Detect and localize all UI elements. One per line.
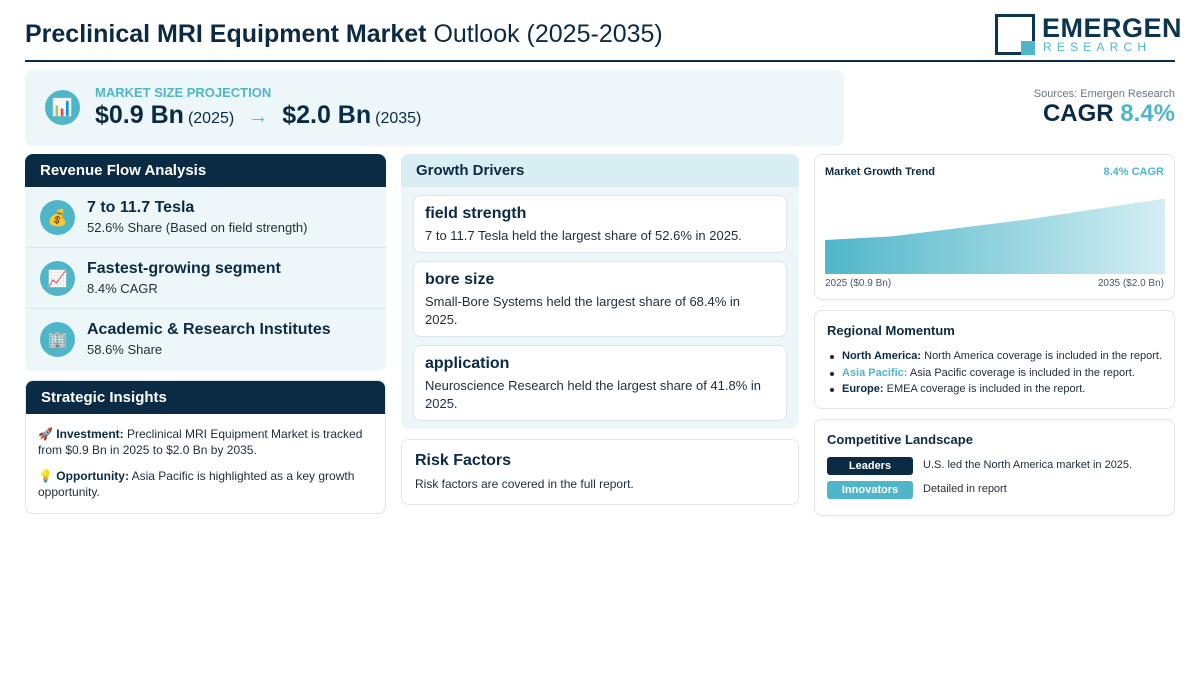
- regional-momentum-heading: Regional Momentum: [827, 323, 955, 338]
- revenue-item-sub: 52.6% Share (Based on field strength): [87, 220, 308, 235]
- investment-label: Investment:: [56, 427, 124, 441]
- driver-text: 7 to 11.7 Tesla held the largest share o…: [425, 228, 742, 243]
- revenue-item-sub: 8.4% CAGR: [87, 281, 158, 296]
- revenue-item: 🏢 Academic & Research Institutes 58.6% S…: [25, 309, 386, 370]
- market-size-projection: 📊 MARKET SIZE PROJECTION $0.9 Bn (2025) → $…: [25, 70, 844, 146]
- strategic-insights-card: Strategic Insights 🚀 Investment: Preclin…: [25, 380, 386, 514]
- revenue-item-title: Fastest-growing segment: [87, 260, 281, 277]
- projection-label: MARKET SIZE PROJECTION: [95, 85, 272, 100]
- page-header: Preclinical MRI Equipment Market Outlook…: [25, 12, 1182, 62]
- rocket-icon: 🚀: [38, 427, 53, 441]
- driver-title: bore size: [425, 271, 495, 288]
- logo-main-text: EMERGEN: [1042, 13, 1183, 43]
- sources-text: Sources: Emergen Research: [1033, 88, 1175, 100]
- opportunity-label: Opportunity:: [56, 469, 129, 483]
- revenue-item-title: Academic & Research Institutes: [87, 321, 331, 338]
- trend-title: Market Growth Trend: [825, 166, 936, 178]
- risk-factors-heading: Risk Factors: [415, 452, 512, 469]
- innovators-badge: Innovators: [827, 481, 913, 499]
- region-label: Asia Pacific:: [842, 366, 908, 379]
- strategic-insights-body: 🚀 Investment: Preclinical MRI Equipment …: [26, 414, 385, 500]
- region-text: EMEA coverage is included in the report.: [883, 383, 1086, 395]
- trend-cagr: 8.4% CAGR: [1103, 166, 1164, 178]
- projection-end-year: (2035): [375, 110, 422, 127]
- brand-logo: EMERGEN RESEARCH: [995, 14, 1182, 56]
- investment-insight: 🚀 Investment: Preclinical MRI Equipment …: [38, 426, 373, 458]
- driver-card: bore size Small-Bore Systems held the la…: [413, 261, 787, 337]
- regional-momentum-card: Regional Momentum North America: North A…: [814, 310, 1175, 409]
- leaders-badge: Leaders: [827, 457, 913, 475]
- bar-chart-icon: 📊: [45, 90, 80, 125]
- trend-chart-icon: 📈: [40, 261, 75, 296]
- revenue-flow-heading: Revenue Flow Analysis: [25, 154, 386, 187]
- growth-drivers-card: Growth Drivers field strength 7 to 11.7 …: [401, 154, 799, 429]
- lightbulb-icon: 💡: [38, 469, 53, 483]
- competitive-landscape-card: Competitive Landscape Leaders U.S. led t…: [814, 419, 1175, 516]
- risk-factors-card: Risk Factors Risk factors are covered in…: [401, 439, 799, 505]
- page-title-rest: Outlook (2025-2035): [426, 20, 663, 48]
- revenue-item: 📈 Fastest-growing segment 8.4% CAGR: [25, 248, 386, 309]
- projection-values: $0.9 Bn (2025) → $2.0 Bn (2035): [95, 101, 421, 130]
- strategic-insights-heading: Strategic Insights: [26, 381, 385, 414]
- arrow-right-icon: →: [248, 106, 269, 128]
- risk-factors-text: Risk factors are covered in the full rep…: [415, 477, 634, 491]
- regional-list: North America: North America coverage is…: [827, 348, 1162, 398]
- money-bag-icon: 💰: [40, 200, 75, 235]
- investment-text: Preclinical MRI Equipment Market is trac…: [38, 427, 363, 457]
- cagr-value: 8.4%: [1120, 100, 1175, 127]
- trend-area-chart: [825, 198, 1165, 274]
- region-text: North America coverage is included in th…: [921, 350, 1162, 362]
- region-label: Europe:: [842, 383, 884, 395]
- innovators-text: Detailed in report: [923, 483, 1007, 495]
- logo-mark-icon: [995, 14, 1035, 55]
- projection-end-value: $2.0 Bn: [282, 101, 372, 129]
- leaders-row: Leaders U.S. led the North America marke…: [827, 457, 1162, 481]
- driver-title: application: [425, 355, 510, 372]
- growth-drivers-heading: Growth Drivers: [401, 154, 799, 187]
- leaders-text: U.S. led the North America market in 202…: [923, 459, 1133, 471]
- innovators-row: Innovators Detailed in report: [827, 481, 1162, 505]
- cagr-summary: CAGR 8.4%: [1043, 100, 1175, 128]
- building-icon: 🏢: [40, 322, 75, 357]
- trend-end-label: 2035 ($2.0 Bn): [1097, 278, 1164, 289]
- region-label: North America:: [842, 350, 922, 362]
- projection-start-year: (2025): [187, 110, 235, 127]
- opportunity-text: Asia Pacific is highlighted as a key gro…: [38, 469, 355, 499]
- revenue-item-sub: 58.6% Share: [87, 342, 163, 357]
- revenue-flow-card: Revenue Flow Analysis 💰 7 to 11.7 Tesla …: [25, 154, 386, 371]
- opportunity-insight: 💡 Opportunity: Asia Pacific is highlight…: [38, 468, 373, 500]
- projection-start-value: $0.9 Bn: [95, 101, 184, 129]
- region-text: Asia Pacific coverage is included in the…: [907, 366, 1135, 379]
- page-title-bold: Preclinical MRI Equipment Market: [25, 20, 427, 48]
- list-item: Europe: EMEA coverage is included in the…: [827, 381, 1162, 398]
- cagr-label: CAGR: [1042, 100, 1114, 127]
- revenue-item: 💰 7 to 11.7 Tesla 52.6% Share (Based on …: [25, 187, 386, 248]
- driver-card: field strength 7 to 11.7 Tesla held the …: [413, 195, 787, 253]
- driver-card: application Neuroscience Research held t…: [413, 345, 787, 421]
- trend-start-label: 2025 ($0.9 Bn): [825, 278, 892, 289]
- list-item: Asia Pacific: Asia Pacific coverage is i…: [827, 365, 1162, 382]
- logo-sub-text: RESEARCH: [1043, 40, 1152, 54]
- page-title: Preclinical MRI Equipment Market Outlook…: [25, 20, 663, 49]
- revenue-item-title: 7 to 11.7 Tesla: [87, 199, 195, 216]
- list-item: North America: North America coverage is…: [827, 348, 1162, 365]
- driver-title: field strength: [425, 205, 527, 222]
- competitive-landscape-heading: Competitive Landscape: [827, 432, 973, 447]
- market-growth-trend-card: Market Growth Trend 8.4% CAGR 2025 ($0.9…: [814, 154, 1175, 300]
- driver-text: Neuroscience Research held the largest s…: [425, 378, 762, 411]
- trend-area-series: [825, 198, 1165, 274]
- driver-text: Small-Bore Systems held the largest shar…: [425, 294, 741, 327]
